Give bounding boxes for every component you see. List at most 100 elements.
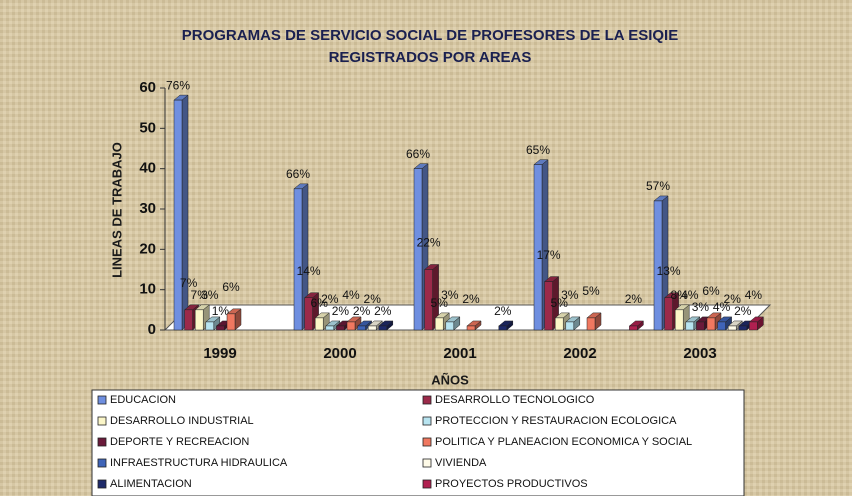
bar — [434, 317, 444, 331]
x-tick-label: 2002 — [563, 345, 596, 362]
y-tick-label: 50 — [139, 119, 156, 136]
legend-swatch — [422, 458, 432, 468]
legend-label: DEPORTE Y RECREACION — [110, 436, 249, 448]
legend-swatch — [97, 416, 107, 426]
legend-label: EDUCACION — [110, 394, 176, 406]
bar — [544, 281, 553, 331]
bar — [346, 321, 356, 331]
data-label: 1% — [212, 304, 230, 318]
data-label: 6% — [222, 280, 240, 294]
bar — [738, 325, 748, 331]
data-label: 57% — [646, 179, 670, 193]
data-label: 4% — [745, 288, 763, 302]
bar — [629, 325, 638, 331]
bar — [466, 325, 476, 331]
legend-swatch — [97, 458, 107, 468]
data-label: 3% — [561, 288, 579, 302]
legend-swatch — [422, 437, 432, 447]
legend-label: DESARROLLO TECNOLOGICO — [435, 394, 595, 406]
data-label: 5% — [582, 284, 600, 298]
data-label: 2% — [734, 304, 752, 318]
data-label: 7% — [191, 288, 209, 302]
bar — [445, 321, 455, 331]
bar — [304, 297, 313, 331]
bar — [357, 325, 366, 331]
data-label: 2% — [625, 292, 643, 306]
legend-label: ALIMENTACION — [110, 478, 192, 490]
bar — [749, 321, 758, 331]
data-label: 7% — [180, 276, 198, 290]
bar — [727, 325, 737, 331]
bar — [325, 325, 335, 331]
bar — [498, 325, 508, 331]
bar — [424, 269, 433, 331]
data-label: 66% — [286, 167, 310, 181]
bar — [565, 321, 575, 331]
legend-swatch — [97, 479, 107, 489]
y-tick-label: 40 — [139, 160, 156, 177]
data-label: 4% — [342, 288, 360, 302]
data-label: 3% — [441, 288, 459, 302]
x-tick-label: 2000 — [323, 345, 356, 362]
bar — [533, 164, 543, 331]
bar — [554, 317, 564, 331]
data-label: 17% — [537, 248, 561, 262]
data-label: 2% — [332, 304, 350, 318]
data-label: 2% — [353, 304, 371, 318]
legend-label: VIVIENDA — [435, 457, 487, 469]
bar — [413, 168, 423, 331]
bar — [717, 321, 726, 331]
bar — [173, 99, 183, 331]
legend-swatch — [422, 479, 432, 489]
bar — [685, 321, 695, 331]
data-label: 2% — [374, 304, 392, 318]
data-label: 14% — [297, 264, 321, 278]
bar — [674, 309, 684, 331]
bar — [696, 321, 705, 331]
data-label: 2% — [494, 304, 512, 318]
y-tick-label: 60 — [139, 79, 156, 96]
x-tick-label: 1999 — [203, 345, 236, 362]
y-tick-label: 20 — [139, 240, 156, 257]
bar — [664, 297, 673, 331]
bar — [226, 313, 236, 331]
data-label: 6% — [311, 296, 329, 310]
bar — [216, 325, 225, 331]
x-tick-label: 2001 — [443, 345, 476, 362]
y-axis-label: LINEAS DE TRABAJO — [109, 142, 124, 278]
legend-swatch — [422, 395, 432, 405]
data-label: 5% — [551, 296, 569, 310]
y-tick-label: 30 — [139, 200, 156, 217]
data-label: 6% — [702, 284, 720, 298]
data-label: 5% — [431, 296, 449, 310]
legend-label: DESARROLLO INDUSTRIAL — [110, 415, 254, 427]
data-label: 76% — [166, 78, 190, 92]
data-label: 13% — [657, 264, 681, 278]
bar — [378, 325, 388, 331]
legend-label: PROYECTOS PRODUCTIVOS — [435, 478, 588, 490]
bar — [293, 188, 303, 331]
legend-label: INFRAESTRUCTURA HIDRAULICA — [110, 457, 288, 469]
y-tick-label: 10 — [139, 281, 156, 298]
bar — [653, 200, 663, 331]
legend-swatch — [97, 395, 107, 405]
x-axis-label: AÑOS — [431, 372, 469, 387]
y-tick-label: 0 — [148, 321, 156, 338]
bar — [367, 325, 377, 331]
legend-label: PROTECCION Y RESTAURACION ECOLOGICA — [435, 415, 677, 427]
bar — [706, 317, 716, 331]
x-tick-label: 2003 — [683, 345, 716, 362]
data-label: 3% — [201, 288, 219, 302]
data-label: 2% — [364, 292, 382, 306]
data-label: 66% — [406, 147, 430, 161]
bar — [586, 317, 596, 331]
chart-title: PROGRAMAS DE SERVICIO SOCIAL DE PROFESOR… — [182, 27, 678, 44]
data-label: 2% — [321, 292, 339, 306]
bar — [336, 325, 345, 331]
legend-box — [91, 389, 745, 496]
bar — [205, 321, 215, 331]
bar — [184, 309, 193, 331]
data-label: 2% — [462, 292, 480, 306]
data-label: 65% — [526, 143, 550, 157]
